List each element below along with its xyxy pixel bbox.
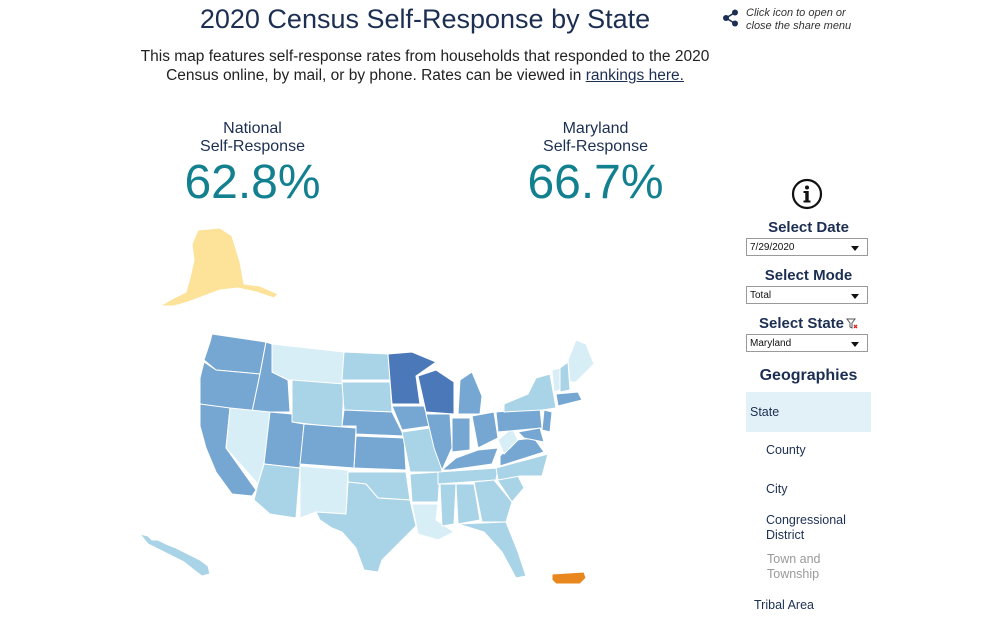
state-kpi-label-2: Self-Response	[543, 138, 648, 155]
select-date-label: Select Date	[768, 219, 849, 236]
clear-filter-icon[interactable]	[846, 318, 858, 330]
share-hint-text: Click icon to open or close the share me…	[746, 7, 852, 32]
state-kpi-value: 66.7%	[527, 156, 664, 209]
date-dropdown[interactable]: 7/29/2020	[746, 238, 868, 256]
date-dropdown-value: 7/29/2020	[750, 242, 795, 253]
state-maine[interactable]	[567, 339, 595, 383]
state-mississippi[interactable]	[439, 483, 457, 527]
state-hawaii[interactable]	[139, 533, 211, 577]
state-georgia[interactable]	[473, 479, 513, 523]
state-wisconsin[interactable]	[417, 369, 455, 415]
national-kpi-value: 62.8%	[184, 156, 321, 209]
state-new-york[interactable]	[503, 373, 557, 413]
national-kpi-label-1: National	[223, 120, 282, 137]
state-new-hampshire[interactable]	[559, 361, 571, 393]
description: This map features self-response rates fr…	[120, 47, 730, 85]
state-vermont[interactable]	[551, 367, 561, 393]
info-icon[interactable]	[791, 178, 823, 210]
geographies-heading: Geographies	[759, 367, 858, 384]
state-dropdown[interactable]: Maryland	[746, 334, 868, 352]
rankings-link[interactable]: rankings here.	[585, 67, 684, 84]
state-kansas[interactable]	[353, 435, 407, 471]
state-north-carolina[interactable]	[495, 453, 549, 481]
share-hint: Click icon to open or close the share me…	[722, 7, 862, 33]
state-alaska[interactable]	[159, 227, 279, 307]
select-state-label: Select State	[758, 315, 845, 332]
state-wyoming[interactable]	[291, 379, 345, 429]
state-puerto-rico[interactable]	[551, 571, 587, 585]
mode-dropdown[interactable]: Total	[746, 286, 868, 304]
state-west-virginia[interactable]	[497, 427, 519, 455]
state-kpi-label-1: Maryland	[562, 120, 629, 137]
geo-item-state[interactable]: State	[746, 392, 871, 432]
chevron-down-icon	[851, 294, 859, 299]
state-minnesota[interactable]	[387, 351, 437, 405]
state-texas[interactable]	[315, 481, 417, 573]
national-kpi-label-2: Self-Response	[200, 138, 305, 155]
state-arkansas[interactable]	[409, 471, 441, 503]
state-new-mexico[interactable]	[299, 465, 349, 519]
mode-dropdown-value: Total	[750, 290, 772, 301]
state-tennessee[interactable]	[437, 467, 499, 485]
state-maryland[interactable]	[517, 427, 545, 443]
chevron-down-icon	[851, 342, 859, 347]
state-ohio[interactable]	[471, 411, 499, 449]
national-kpi: National Self-Response 62.8%	[150, 120, 355, 210]
state-dropdown-value: Maryland	[750, 338, 792, 349]
geo-item-town-and-township: Town and Township	[767, 552, 821, 581]
state-michigan[interactable]	[457, 371, 483, 415]
state-new-jersey[interactable]	[541, 409, 553, 433]
state-massachusetts[interactable]	[555, 391, 583, 407]
state-florida[interactable]	[457, 521, 527, 579]
geo-item-city[interactable]: City	[766, 482, 788, 496]
state-south-dakota[interactable]	[341, 381, 393, 413]
chevron-down-icon	[851, 246, 859, 251]
state-louisiana[interactable]	[411, 503, 455, 541]
state-nebraska[interactable]	[341, 409, 405, 437]
geo-item-county[interactable]: County	[766, 443, 806, 457]
state-kpi: Maryland Self-Response 66.7%	[493, 120, 698, 210]
state-north-dakota[interactable]	[341, 351, 391, 381]
select-state-label-row: Select State	[746, 315, 871, 332]
geo-item-congressional-district[interactable]: Congressional District	[766, 513, 846, 542]
share-icon[interactable]	[722, 9, 740, 27]
state-kentucky[interactable]	[441, 447, 499, 471]
state-indiana[interactable]	[451, 417, 471, 453]
page-title: 2020 Census Self-Response by State	[199, 4, 651, 34]
state-illinois[interactable]	[425, 413, 453, 471]
us-map[interactable]	[120, 222, 720, 617]
state-alabama[interactable]	[455, 483, 481, 525]
geo-item-tribal-area[interactable]: Tribal Area	[754, 598, 814, 612]
description-text: This map features self-response rates fr…	[140, 48, 710, 84]
select-mode-label: Select Mode	[764, 267, 853, 284]
state-colorado[interactable]	[299, 423, 357, 469]
